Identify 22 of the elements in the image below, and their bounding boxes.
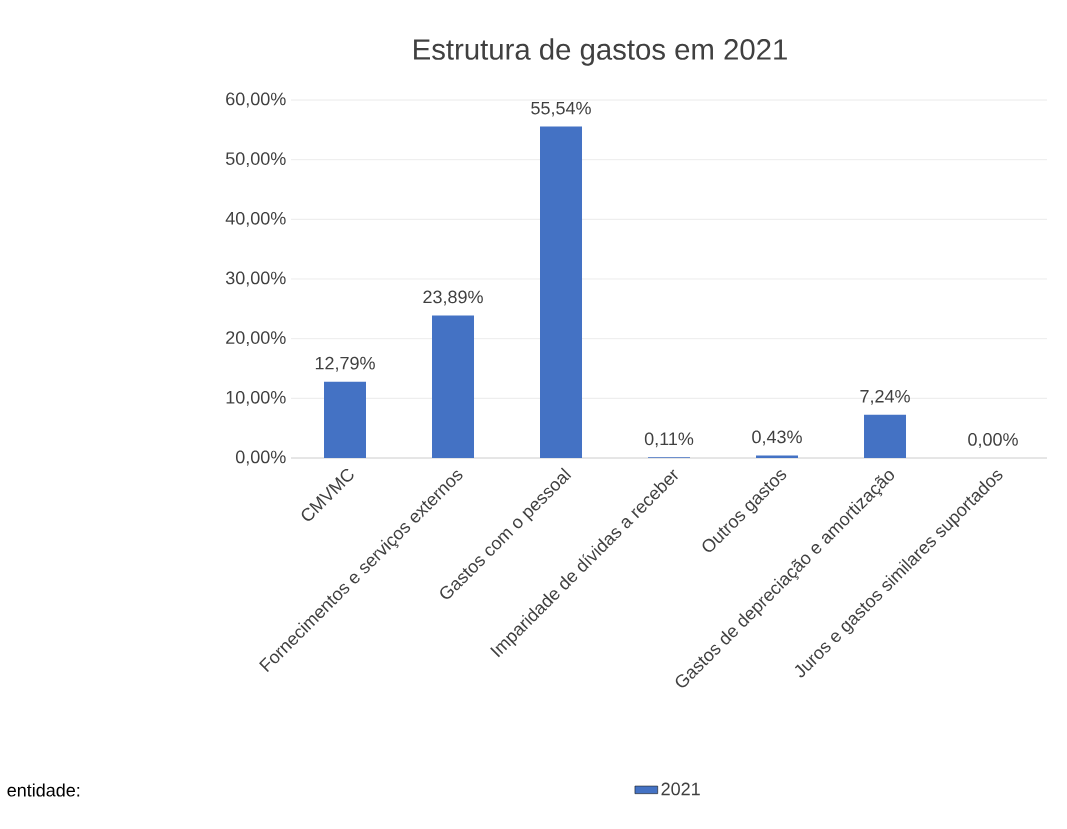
legend-label: 2021 xyxy=(661,782,700,796)
data-label: 55,54% xyxy=(531,101,591,117)
bar xyxy=(324,381,366,458)
bar xyxy=(540,126,583,458)
y-tick-label: 50,00% xyxy=(225,152,286,168)
y-tick-label: 30,00% xyxy=(225,271,286,287)
data-label: 12,79% xyxy=(315,356,375,372)
data-label: 23,89% xyxy=(423,290,483,306)
y-tick-label: 40,00% xyxy=(225,211,286,227)
bar xyxy=(756,455,799,458)
y-tick-label: 60,00% xyxy=(226,92,286,108)
text: entidade: xyxy=(7,783,80,797)
data-label: 0,11% xyxy=(644,432,694,448)
bar xyxy=(864,414,907,458)
data-label: 7,24% xyxy=(860,389,910,405)
y-tick-label: 20,00% xyxy=(226,331,286,347)
chart-title: Estrutura de gastos em 2021 xyxy=(414,38,787,66)
y-tick-label: 10,00% xyxy=(226,390,286,406)
data-label: 0,00% xyxy=(968,433,1018,448)
bar xyxy=(432,315,475,458)
data-label: 0,43% xyxy=(752,430,802,446)
y-tick-label: 0,00% xyxy=(235,450,286,466)
